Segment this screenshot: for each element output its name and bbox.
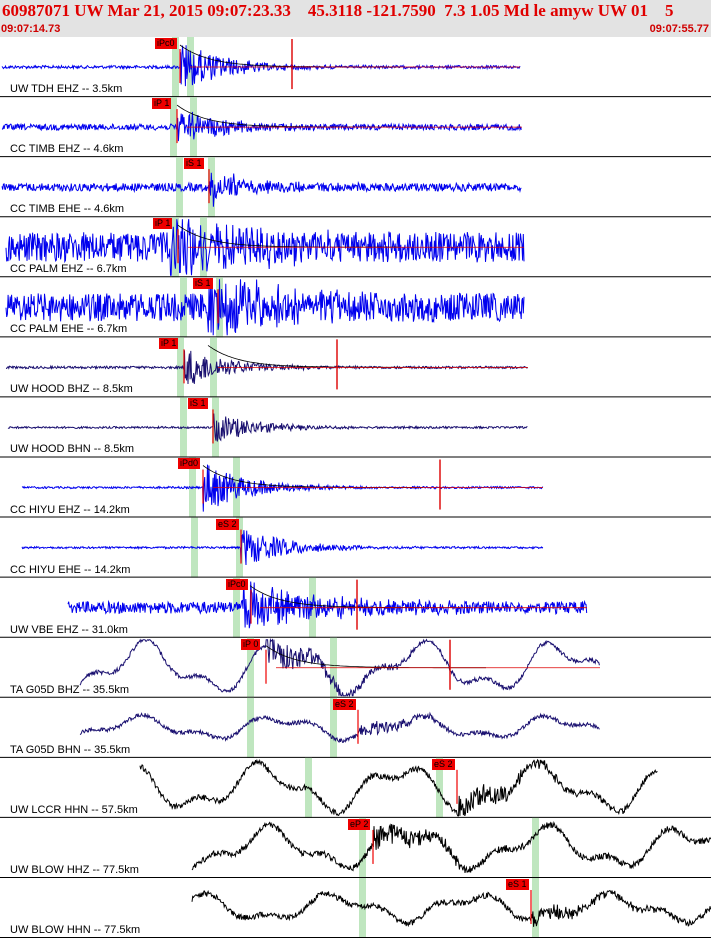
station-label: UW VBE EHZ -- 31.0km (10, 623, 128, 636)
waveform-trace[interactable] (21, 464, 544, 512)
waveform-trace[interactable] (191, 821, 711, 873)
waveform-trace[interactable] (7, 413, 528, 442)
pick-label[interactable]: eS 2 (333, 698, 356, 710)
waveform-trace[interactable] (67, 579, 588, 629)
coda-decay-curve (176, 104, 397, 128)
station-label: UW TDH EHZ -- 3.5km (10, 83, 123, 96)
pick-window (330, 697, 337, 758)
waveform-trace[interactable] (139, 758, 658, 817)
pick-window (359, 817, 366, 878)
seismogram-plot[interactable] (0, 37, 711, 938)
pick-label[interactable]: iPc0 (155, 38, 177, 49)
station-label: UW HOOD BHN -- 8.5km (10, 443, 135, 456)
waveform-trace[interactable] (79, 637, 600, 698)
event-title: 60987071 UW Mar 21, 2015 09:07:23.33 45.… (2, 1, 674, 20)
pick-label[interactable]: iP 0 (241, 638, 261, 650)
pick-label[interactable]: iP 1 (153, 218, 173, 230)
pick-label[interactable]: eS 2 (432, 758, 455, 770)
waveform-trace[interactable] (5, 350, 528, 385)
station-label: TA G05D BHZ -- 35.5km (10, 683, 129, 696)
waveform-trace[interactable] (79, 711, 600, 744)
station-label: TA G05D BHN -- 35.5km (10, 743, 131, 756)
waveform-trace[interactable] (1, 111, 522, 142)
pick-window (532, 817, 539, 878)
pick-label[interactable]: iPc0 (226, 578, 248, 590)
pick-window (247, 637, 254, 698)
pick-label[interactable]: iPd0 (178, 458, 201, 470)
coda-decay-curve (207, 345, 428, 368)
time-start-label: 09:07:14.73 (1, 23, 61, 35)
pick-label[interactable]: eS 2 (216, 518, 239, 530)
pick-label[interactable]: iS 1 (188, 398, 208, 410)
station-label: CC HIYU EHE -- 14.2km (10, 563, 131, 576)
waveform-trace[interactable] (5, 219, 525, 276)
pick-label[interactable]: iP 1 (159, 338, 179, 350)
station-label: CC PALM EHZ -- 6.7km (10, 263, 127, 276)
station-label: UW BLOW HHZ -- 77.5km (10, 863, 139, 876)
pick-label[interactable]: eP 2 (348, 818, 371, 830)
pick-window (172, 217, 179, 278)
pick-window (212, 397, 219, 458)
station-label: UW LCCR HHN -- 57.5km (10, 803, 138, 816)
waveform-trace[interactable] (21, 530, 544, 566)
station-label: UW HOOD BHZ -- 8.5km (10, 383, 133, 396)
pick-window (247, 697, 254, 758)
station-label: CC TIMB EHZ -- 4.6km (10, 143, 124, 156)
pick-window (436, 757, 443, 818)
station-label: CC PALM EHE -- 6.7km (10, 323, 128, 336)
waveform-trace[interactable] (191, 889, 711, 928)
pick-label[interactable]: eS 1 (506, 878, 529, 890)
station-label: CC HIYU EHZ -- 14.2km (10, 503, 130, 516)
pick-label[interactable]: iP 1 (152, 98, 172, 110)
waveform-trace[interactable] (5, 279, 525, 336)
station-label: UW BLOW HHN -- 77.5km (10, 924, 141, 937)
pick-window (532, 877, 539, 938)
station-label: CC TIMB EHE -- 4.6km (10, 203, 125, 216)
event-header: 60987071 UW Mar 21, 2015 09:07:23.33 45.… (0, 0, 711, 37)
pick-window (233, 577, 240, 638)
pick-window (210, 337, 217, 398)
pick-label[interactable]: iS 1 (193, 278, 213, 290)
time-end-label: 09:07:55.77 (649, 23, 709, 35)
pick-label[interactable]: iS 1 (184, 158, 204, 170)
waveform-trace[interactable] (1, 172, 522, 207)
